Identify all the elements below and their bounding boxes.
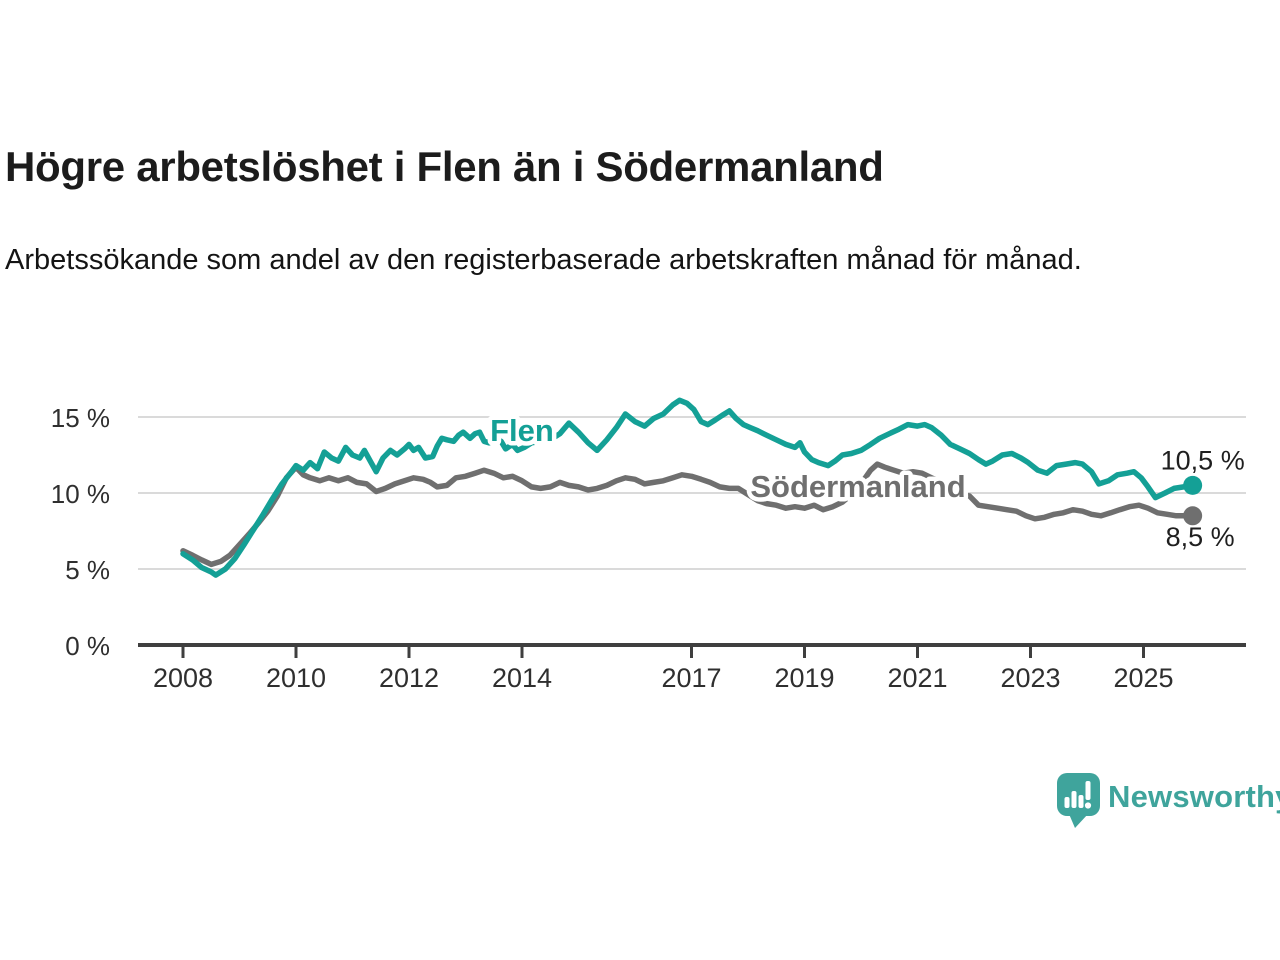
bar-chart-glyph [1064, 781, 1092, 809]
x-tick-label: 2023 [1000, 663, 1060, 693]
x-tick-label: 2008 [153, 663, 213, 693]
y-tick-label: 10 % [51, 479, 110, 509]
x-tick-label: 2010 [266, 663, 326, 693]
newsworthy-logo: Newsworthy [1056, 771, 1280, 831]
x-tick-label: 2014 [492, 663, 552, 693]
södermanland-end-dot [1183, 506, 1203, 526]
newsworthy-bubble-chart-icon [1057, 773, 1100, 828]
södermanland-end-value-label: 8,5 % [1166, 522, 1235, 552]
södermanland-series-label: Södermanland [750, 469, 965, 504]
x-tick-label: 2012 [379, 663, 439, 693]
flen-end-dot [1183, 475, 1203, 495]
x-tick-label: 2025 [1113, 663, 1173, 693]
y-tick-label: 5 % [65, 555, 110, 585]
y-tick-label: 0 % [65, 631, 110, 661]
x-tick-label: 2019 [774, 663, 834, 693]
södermanland-line [180, 461, 1196, 568]
flen-end-value-label: 10,5 % [1161, 445, 1245, 475]
x-tick-label: 2017 [661, 663, 721, 693]
flen-line [180, 397, 1196, 578]
page-title: Högre arbetslöshet i Flen än i Södermanl… [5, 143, 884, 190]
newsworthy-wordmark: Newsworthy [1108, 779, 1280, 814]
chart-subtitle: Arbetssökande som andel av den registerb… [5, 244, 1082, 276]
x-tick-label: 2021 [887, 663, 947, 693]
y-tick-label: 15 % [51, 403, 110, 433]
flen-series-label: Flen [490, 413, 554, 448]
